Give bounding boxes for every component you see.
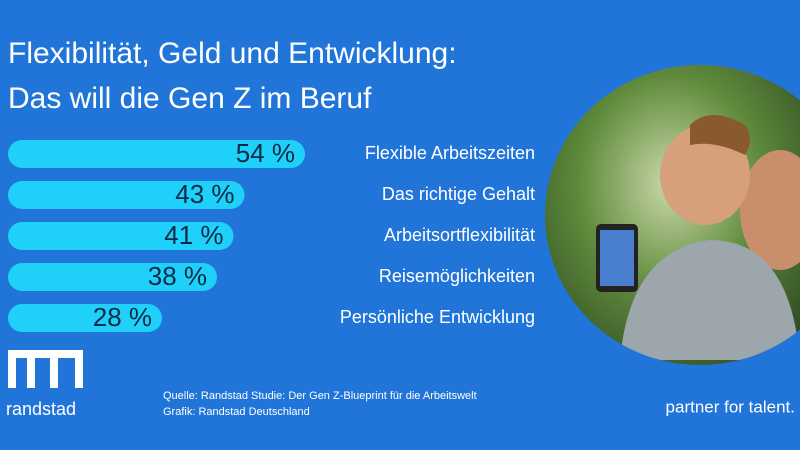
category-label: Persönliche Entwicklung <box>340 307 535 327</box>
category-label: Reisemöglichkeiten <box>379 266 535 286</box>
logo-text: randstad <box>6 399 76 419</box>
value-label: 28 % <box>93 302 152 332</box>
source: Quelle: Randstad Studie: Der Gen Z-Bluep… <box>163 390 477 402</box>
bar <box>8 140 305 168</box>
chart-title: Flexibilität, Geld und Entwicklung: <box>8 37 457 70</box>
logo <box>8 350 83 388</box>
photo <box>545 65 800 365</box>
category-label: Arbeitsortflexibilität <box>384 225 535 245</box>
category-label: Flexible Arbeitszeiten <box>365 143 535 163</box>
bar <box>8 304 162 332</box>
bar <box>8 181 245 209</box>
chart-subtitle: Das will die Gen Z im Beruf <box>8 82 372 115</box>
credit: Grafik: Randstad Deutschland <box>163 406 310 418</box>
value-label: 38 % <box>148 261 207 291</box>
tagline: partner for talent. <box>666 397 795 416</box>
bar <box>8 263 217 291</box>
category-label: Das richtige Gehalt <box>382 184 535 204</box>
bar <box>8 222 234 250</box>
value-label: 41 % <box>164 220 223 250</box>
value-label: 43 % <box>175 179 234 209</box>
value-label: 54 % <box>236 138 295 168</box>
